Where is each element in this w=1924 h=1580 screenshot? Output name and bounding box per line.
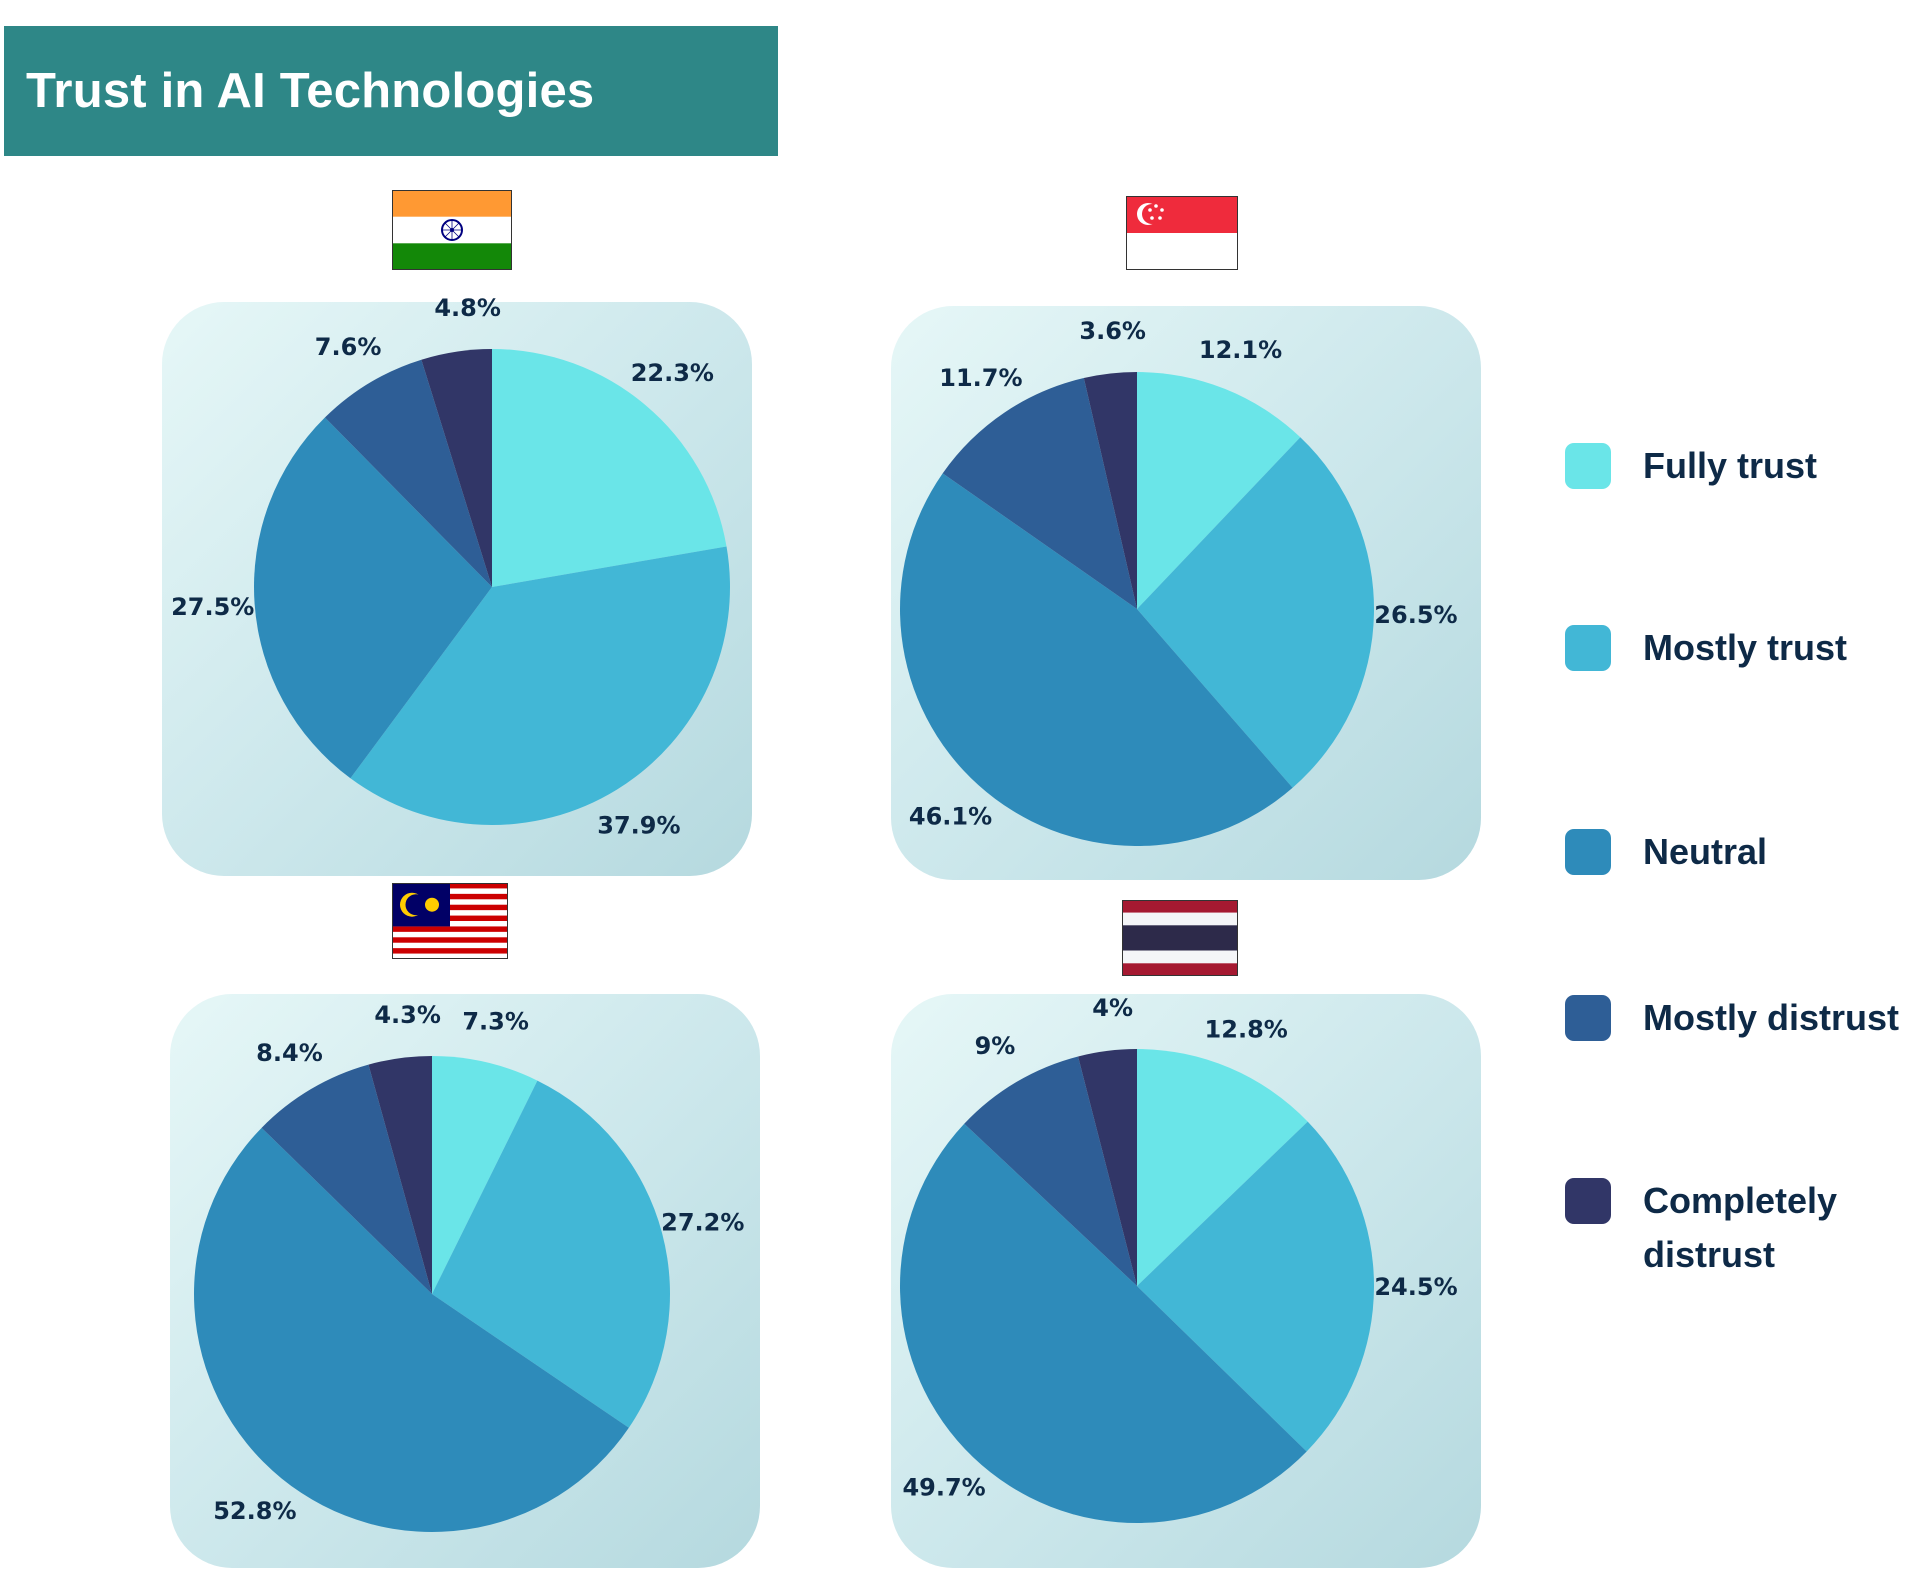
legend-label: Mostly distrust	[1643, 997, 1900, 1038]
pie-label-completely-distrust: 4.8%	[434, 294, 501, 322]
pie-slice-mostly-distrust	[324, 359, 492, 587]
legend-item-neutral: Neutral	[1565, 829, 1913, 879]
pie-slice-neutral	[194, 1127, 629, 1532]
pie-slice-mostly-trust	[1137, 1121, 1374, 1452]
pie-label-fully-trust: 12.8%	[1205, 1015, 1288, 1043]
legend-swatch-fully-trust	[1565, 443, 1611, 489]
pie-label-mostly-trust: 37.9%	[597, 811, 680, 839]
pie-label-completely-distrust: 4.3%	[374, 1001, 441, 1029]
legend-item-mostly-distrust: Mostly distrust	[1565, 995, 1913, 1045]
pie-slice-fully-trust	[1137, 1049, 1308, 1286]
pie-slice-completely-distrust	[1078, 1049, 1137, 1286]
legend-swatch-completely-distrust	[1565, 1178, 1611, 1224]
legend-label: Mostly trust	[1643, 627, 1848, 668]
legend-swatch-mostly-trust	[1565, 625, 1611, 671]
pie-label-neutral: 46.1%	[909, 803, 992, 831]
pie-slice-neutral	[253, 417, 492, 779]
legend-swatch-neutral	[1565, 829, 1611, 875]
pie-slice-mostly-distrust	[964, 1056, 1137, 1286]
malaysia-flag-icon	[392, 883, 508, 959]
pie-slice-completely-distrust	[1083, 372, 1137, 609]
singapore-flag-icon	[1126, 196, 1238, 270]
page-title-text: Trust in AI Technologies	[26, 64, 595, 118]
pie-label-neutral: 49.7%	[902, 1474, 985, 1502]
pie-label-mostly-distrust: 9%	[975, 1032, 1016, 1060]
legend-swatch-mostly-distrust	[1565, 995, 1611, 1041]
pie-chart-thailand: 12.8% 24.5% 49.7% 9% 4%	[899, 994, 1458, 1524]
thailand-flag-icon	[1122, 900, 1238, 976]
pie-chart-malaysia: 7.3% 27.2% 52.8% 8.4% 4.3%	[194, 1001, 744, 1532]
legend: Fully trust Mostly trust Neutral Mostly …	[1565, 0, 1924, 1580]
pie-slice-fully-trust	[492, 349, 727, 587]
pie-label-fully-trust: 7.3%	[462, 1007, 529, 1035]
pie-slice-completely-distrust	[368, 1056, 432, 1294]
legend-item-fully-trust: Fully trust	[1565, 443, 1913, 493]
pie-label-completely-distrust: 3.6%	[1079, 317, 1146, 345]
india-flag-icon	[392, 190, 512, 270]
pie-label-fully-trust: 22.3%	[631, 359, 714, 387]
pie-label-mostly-distrust: 11.7%	[939, 364, 1022, 392]
pie-label-mostly-trust: 27.2%	[661, 1209, 744, 1237]
legend-label: Completely distrust	[1643, 1180, 1838, 1275]
pie-slice-mostly-distrust	[261, 1064, 432, 1294]
pie-label-completely-distrust: 4%	[1092, 994, 1133, 1022]
pie-slice-fully-trust	[432, 1056, 538, 1294]
pie-chart-singapore: 12.1% 26.5% 46.1% 11.7% 3.6%	[900, 317, 1458, 846]
legend-item-mostly-trust: Mostly trust	[1565, 625, 1913, 675]
pie-slice-fully-trust	[1137, 372, 1301, 609]
pie-slice-mostly-distrust	[942, 378, 1137, 609]
pie-label-mostly-trust: 26.5%	[1374, 601, 1457, 629]
pie-label-mostly-distrust: 7.6%	[315, 333, 382, 361]
legend-label: Neutral	[1643, 831, 1768, 872]
page-title: Trust in AI Technologies	[4, 26, 778, 156]
pie-slice-neutral	[900, 473, 1293, 846]
pie-label-mostly-trust: 24.5%	[1374, 1273, 1457, 1301]
pie-slice-mostly-trust	[432, 1080, 670, 1428]
pie-chart-india: 22.3% 37.9% 27.5% 7.6% 4.8%	[171, 294, 730, 839]
legend-item-completely-distrust: Completely distrust	[1565, 1178, 1913, 1282]
pie-slice-mostly-trust	[350, 546, 730, 825]
pie-slice-neutral	[899, 1123, 1307, 1524]
pie-slice-completely-distrust	[421, 349, 492, 587]
legend-label: Fully trust	[1643, 445, 1818, 486]
pie-label-neutral: 27.5%	[171, 593, 254, 621]
pie-slice-mostly-trust	[1137, 437, 1374, 788]
pie-label-neutral: 52.8%	[213, 1497, 296, 1525]
pie-label-fully-trust: 12.1%	[1199, 336, 1282, 364]
pie-label-mostly-distrust: 8.4%	[256, 1039, 323, 1067]
